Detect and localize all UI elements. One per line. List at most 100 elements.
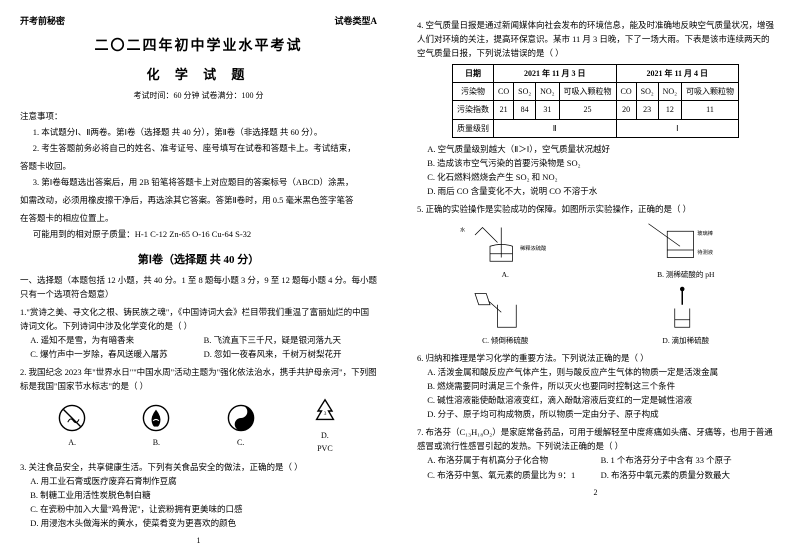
r-index: 污染指数 <box>453 101 494 119</box>
q2-d-sub: PVC <box>311 442 339 455</box>
q2-c-label: C. <box>227 436 255 449</box>
lv1: Ⅱ <box>494 119 616 137</box>
notice-3c: 在答题卡的相应位置上。 <box>20 211 377 225</box>
aqi-table: 日期 2021 年 11 月 3 日 2021 年 11 月 4 日 污染物 C… <box>452 64 739 138</box>
r-pollutant: 污染物 <box>453 83 494 101</box>
q4-stem: 4. 空气质量日报是通过新闻媒体向社会发布的环境信息，能及时准确地反映空气质量状… <box>417 18 774 60</box>
notice-2: 2. 考生答题前务必将自己的姓名、准考证号、座号填写在试卷和答题卡上。考试结束， <box>20 141 377 155</box>
th-d1: 2021 年 11 月 3 日 <box>494 65 616 83</box>
q2-d: 3 D. PVC <box>311 397 339 456</box>
yin-yang-icon <box>227 404 255 432</box>
ph-test-icon: 玻璃棒 待测液 <box>626 220 746 265</box>
dilute-acid-icon: 水 稀释浓硫酸 <box>445 220 565 265</box>
title-sub: 化 学 试 题 <box>20 64 377 85</box>
q3-c: C. 在瓷粉中加入大量"鸡骨泥"，让瓷粉拥有更美味的口感 <box>20 502 377 516</box>
q7-d: D. 布洛芬中氧元素的质量分数最大 <box>601 468 774 482</box>
paper-type: 试卷类型A <box>335 14 378 29</box>
q7-stem: 7. 布洛芬（C₁₃H₁₈O₂）是家庭常备药品，可用于缓解轻至中度疼痛如头痛、牙… <box>417 425 774 453</box>
q1-b: B. 飞流直下三千尺，疑是银河落九天 <box>204 333 377 347</box>
c-co1: CO <box>494 83 514 101</box>
q1-d: D. 忽如一夜春风来，千树万树梨花开 <box>204 347 377 361</box>
q1-c: C. 爆竹声中一岁除，春风送暖入屠苏 <box>30 347 203 361</box>
q4-c: C. 化石燃料燃烧会产生 SO₂ 和 NO₂ <box>417 170 774 184</box>
q7-c: C. 布洛芬中氢、氧元素的质量比为 9：1 <box>427 468 600 482</box>
page-1: 开考前秘密 试卷类型A 二〇二四年初中学业水平考试 化 学 试 题 考试时间：6… <box>0 0 397 550</box>
svg-text:稀释浓硫酸: 稀释浓硫酸 <box>520 244 547 252</box>
q2-icons: A. B. C. 3 D. PVC <box>20 397 377 456</box>
q5-d-cell: D. 滴加稀硫酸 <box>598 286 775 348</box>
title-main: 二〇二四年初中学业水平考试 <box>20 35 377 58</box>
q1-opts: A. 遥知不是雪，为有暗香来 B. 飞流直下三千尺，疑是银河落九天 C. 爆竹声… <box>20 333 377 361</box>
v5: 23 <box>636 101 658 119</box>
v4: 20 <box>616 101 636 119</box>
q2-b-label: B. <box>142 436 170 449</box>
recycle-icon: 3 <box>311 397 339 425</box>
q5-diagrams: 水 稀释浓硫酸 A. 玻璃棒 待测液 B. 测稀硫酸的 pH <box>417 220 774 348</box>
v6: 12 <box>658 101 681 119</box>
q6-a: A. 活泼金属和酸反应产气体产生，则与酸反应产生气体的物质一定是活泼金属 <box>417 365 774 379</box>
page-2: 4. 空气质量日报是通过新闻媒体向社会发布的环境信息，能及时准确地反映空气质量状… <box>397 0 794 550</box>
q6-d: D. 分子、原子均可构成物质，所以物质一定由分子、原子构成 <box>417 407 774 421</box>
q2-c: C. <box>227 404 255 449</box>
q3-d: D. 用浸泡木头做海米的黄水，使菜肴变为更喜欢的颜色 <box>20 516 377 530</box>
dropper-icon <box>626 286 746 331</box>
c-so1: SO₂ <box>514 83 536 101</box>
q5-stem: 5. 正确的实验操作是实验成功的保障。如图所示实验操作，正确的是（ ） <box>417 202 774 216</box>
pour-acid-icon <box>445 286 565 331</box>
c-no1: NO₂ <box>536 83 559 101</box>
q5-b-opt: B. <box>657 270 664 279</box>
v1: 84 <box>514 101 536 119</box>
q2-b: B. <box>142 404 170 449</box>
q1-a: A. 遥知不是雪，为有暗香来 <box>30 333 203 347</box>
q6-c: C. 碱性溶液能使酚酞溶液变红，滴入酚酞溶液后变红的一定是碱性溶液 <box>417 393 774 407</box>
r-level: 质量级别 <box>453 119 494 137</box>
notice-1: 1. 本试题分Ⅰ、Ⅱ两卷。第Ⅰ卷（选择题 共 40 分），第Ⅱ卷（非选择题 共 … <box>20 125 377 139</box>
q2-stem: 2. 我国纪念 2023 年"世界水日""中国水周"活动主题为"强化依法治水，携… <box>20 365 377 393</box>
no-pollution-icon <box>58 404 86 432</box>
c-no2: NO₂ <box>658 83 681 101</box>
v0: 21 <box>494 101 514 119</box>
q4-d: D. 雨后 CO 含量变化不大，说明 CO 不溶于水 <box>417 184 774 198</box>
q4-b: B. 造成该市空气污染的首要污染物是 SO₂ <box>417 156 774 170</box>
q5-d-opt: D. <box>662 336 669 345</box>
c-pm2: 可吸入颗粒物 <box>681 83 738 101</box>
page-num-1: 1 <box>20 534 377 547</box>
svg-text:玻璃棒: 玻璃棒 <box>697 229 714 237</box>
page-num-2: 2 <box>417 486 774 499</box>
q7-a: A. 布洛芬属于有机高分子化合物 <box>427 453 600 467</box>
svg-text:待测液: 待测液 <box>697 248 714 256</box>
secret-label: 开考前秘密 <box>20 14 65 29</box>
c-so2: SO₂ <box>636 83 658 101</box>
notice-3: 3. 第Ⅰ卷每题选出答案后，用 2B 铅笔将答题卡上对应题目的答案标号（ABCD… <box>20 175 377 189</box>
q5-c-opt: C. <box>482 336 489 345</box>
q2-a-label: A. <box>58 436 86 449</box>
notice-3b: 如需改动，必须用橡皮擦干净后，再选涂其它答案。答第Ⅱ卷时，用 0.5 毫米黑色签… <box>20 193 377 207</box>
water-save-icon <box>142 404 170 432</box>
q1-stem: 1."赏诗之美、寻文化之根、铸民族之魂"，《中国诗词大会》栏目带我们重温了富丽灿… <box>20 305 377 333</box>
section-1-head: 第Ⅰ卷（选择题 共 40 分） <box>20 251 377 269</box>
header-row: 开考前秘密 试卷类型A <box>20 14 377 29</box>
v3: 25 <box>559 101 616 119</box>
q3-b: B. 制糖工业用活性炭脱色制白糖 <box>20 488 377 502</box>
th-d2: 2021 年 11 月 4 日 <box>616 65 738 83</box>
atomic-mass: 可能用到的相对原子质量：H-1 C-12 Zn-65 O-16 Cu-64 S-… <box>20 227 377 241</box>
c-co2: CO <box>616 83 636 101</box>
q5-b-cell: 玻璃棒 待测液 B. 测稀硫酸的 pH <box>598 220 775 282</box>
q5-a-cell: 水 稀释浓硫酸 A. <box>417 220 594 282</box>
q5-c-cell: C. 倾倒稀硫酸 <box>417 286 594 348</box>
q6-stem: 6. 归纳和推理是学习化学的重要方法。下列说法正确的是（ ） <box>417 351 774 365</box>
q2-d-label: D. <box>311 429 339 442</box>
svg-text:3: 3 <box>323 411 326 417</box>
notice-head: 注意事项： <box>20 109 377 123</box>
v2: 31 <box>536 101 559 119</box>
q4-a: A. 空气质量级别越大（Ⅱ＞Ⅰ），空气质量状况越好 <box>417 142 774 156</box>
exam-info: 考试时间：60 分钟 试卷满分：100 分 <box>20 89 377 102</box>
svg-text:水: 水 <box>460 225 466 233</box>
q2-a: A. <box>58 404 86 449</box>
q3-stem: 3. 关注食品安全，共享健康生活。下列有关食品安全的做法，正确的是（ ） <box>20 460 377 474</box>
v7: 11 <box>681 101 738 119</box>
th-date: 日期 <box>453 65 494 83</box>
c-pm1: 可吸入颗粒物 <box>559 83 616 101</box>
q7-b: B. 1 个布洛芬分子中含有 33 个原子 <box>601 453 774 467</box>
q3-a: A. 用工业石膏或医疗废弃石膏制作豆腐 <box>20 474 377 488</box>
